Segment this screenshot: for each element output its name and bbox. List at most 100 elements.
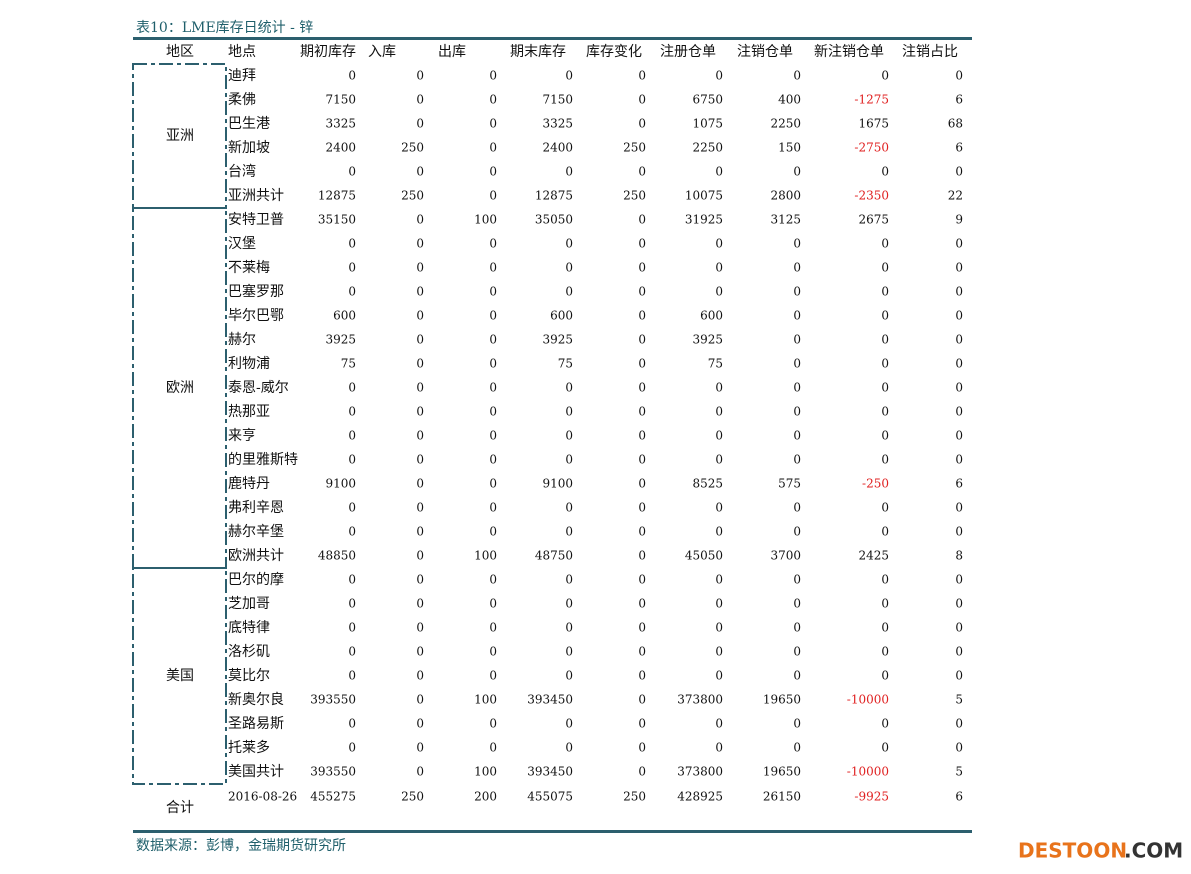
column-header: 新注销仓单 (814, 44, 884, 60)
cell: 0 (416, 501, 424, 515)
place: 新奥尔良 (228, 691, 284, 708)
cell: 0 (881, 429, 889, 443)
cell: 0 (416, 405, 424, 419)
place: 托莱多 (228, 739, 270, 756)
cell: 75 (341, 357, 356, 371)
cell: 0 (638, 405, 646, 419)
cell: 0 (348, 741, 356, 755)
cell: 0 (565, 429, 573, 443)
cell: 0 (416, 717, 424, 731)
place: 迪拜 (228, 68, 256, 84)
place: 巴尔的摩 (228, 571, 284, 588)
cell: 0 (416, 309, 424, 323)
cell: 3925 (325, 333, 356, 347)
place: 鹿特丹 (228, 475, 270, 492)
cell: 0 (881, 573, 889, 587)
cell: 0 (638, 213, 646, 227)
place: 欧洲共计 (228, 548, 284, 564)
cell: 0 (638, 549, 646, 563)
cell: 0 (565, 405, 573, 419)
cell: 0 (715, 165, 723, 179)
cell: 48850 (318, 549, 356, 563)
column-header: 期初库存 (300, 43, 356, 60)
cell: 0 (489, 501, 497, 515)
cell: 100 (474, 549, 497, 563)
cell: 0 (715, 645, 723, 659)
cell: 0 (489, 741, 497, 755)
watermark: DESTOON (1018, 839, 1127, 863)
cell: 100 (474, 765, 497, 779)
cell: 0 (793, 237, 801, 251)
cell: 0 (416, 165, 424, 179)
cell: 0 (348, 501, 356, 515)
cell: 0 (489, 477, 497, 491)
cell: 600 (700, 309, 723, 323)
cell: 75 (558, 357, 573, 371)
region-label: 美国 (166, 668, 194, 684)
cell: 0 (638, 165, 646, 179)
cell: 0 (955, 309, 963, 323)
cell: 0 (955, 237, 963, 251)
column-header: 注册仓单 (660, 44, 716, 60)
cell: 0 (638, 381, 646, 395)
place: 亚洲共计 (228, 188, 284, 204)
cell: 100 (474, 213, 497, 227)
cell: 150 (778, 141, 801, 155)
place: 利物浦 (228, 356, 270, 372)
cell: 0 (955, 741, 963, 755)
cell: 0 (416, 621, 424, 635)
cell: 0 (489, 333, 497, 347)
cell: 0 (881, 357, 889, 371)
cell: 0 (881, 621, 889, 635)
source: 数据来源：彭博，金瑞期货研究所 (136, 837, 346, 854)
cell: 600 (550, 309, 573, 323)
cell: 0 (565, 741, 573, 755)
cell: 0 (416, 453, 424, 467)
place: 赫尔 (228, 332, 256, 348)
cell: 9100 (325, 477, 356, 491)
place: 洛杉矶 (228, 644, 270, 660)
cell: 48750 (535, 549, 573, 563)
cell: 0 (348, 69, 356, 83)
cell: 0 (416, 645, 424, 659)
cell: 0 (881, 333, 889, 347)
place: 芝加哥 (228, 596, 270, 612)
cell: 0 (489, 189, 497, 203)
cell: 0 (793, 285, 801, 299)
cell: 0 (793, 645, 801, 659)
cell: 0 (565, 621, 573, 635)
cell: 9 (955, 213, 963, 227)
place: 底特律 (228, 620, 270, 636)
cell: 7150 (542, 93, 573, 107)
cell: 0 (955, 333, 963, 347)
cell: 7150 (325, 93, 356, 107)
place: 美国共计 (228, 764, 284, 780)
place: 巴塞罗那 (228, 283, 284, 300)
cell: 0 (638, 117, 646, 131)
cell: 455075 (527, 790, 573, 804)
cell: 75 (708, 357, 723, 371)
cell: 0 (715, 429, 723, 443)
cell: 0 (489, 597, 497, 611)
cell: 22 (948, 189, 963, 203)
cell: 0 (565, 645, 573, 659)
cell: 0 (489, 717, 497, 731)
place: 不莱梅 (228, 260, 270, 276)
cell: 0 (955, 597, 963, 611)
cell: 0 (715, 741, 723, 755)
cell: 0 (638, 501, 646, 515)
cell: 12875 (318, 189, 356, 203)
cell: 0 (416, 477, 424, 491)
place: 柔佛 (228, 92, 256, 108)
cell: 2250 (770, 117, 801, 131)
cell: 0 (881, 597, 889, 611)
cell: 0 (881, 69, 889, 83)
cell: 0 (715, 285, 723, 299)
cell: 0 (416, 261, 424, 275)
place: 圣路易斯 (228, 716, 284, 732)
cell: 0 (565, 669, 573, 683)
cell: 19650 (763, 765, 801, 779)
cell: 0 (793, 69, 801, 83)
cell: 0 (489, 237, 497, 251)
title: 表10：LME库存日统计 - 锌 (136, 20, 313, 36)
